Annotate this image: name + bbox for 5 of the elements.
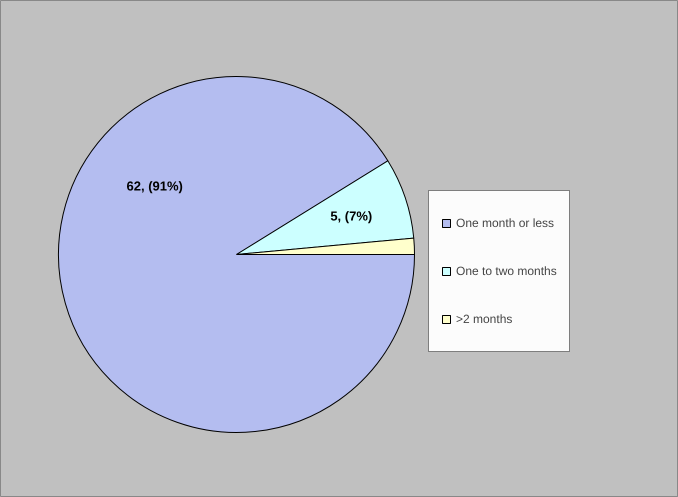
legend-label: One month or less [456,215,554,232]
data-label: 5, (7%) [330,208,372,224]
data-label: 62, (91%) [126,178,183,194]
legend-label: One to two months [456,263,557,280]
legend-label: >2 months [456,311,512,328]
